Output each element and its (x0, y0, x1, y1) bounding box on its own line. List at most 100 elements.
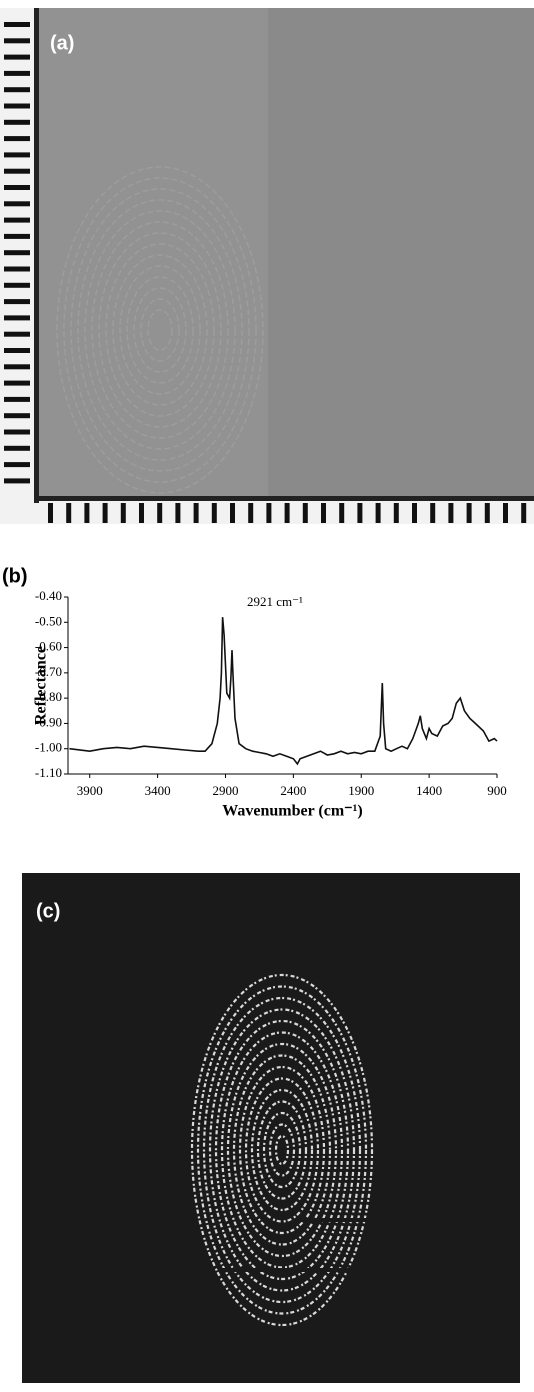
photo-dark (22, 873, 520, 1383)
ruler-tick (175, 503, 181, 523)
ridge (202, 996, 362, 1304)
ruler-tick (484, 503, 490, 523)
ruler-tick (4, 54, 30, 60)
ruler-tick (4, 152, 30, 158)
ruler-tick (193, 503, 199, 523)
ruler-tick (4, 233, 30, 239)
crease (300, 1218, 380, 1222)
ridge (98, 232, 222, 428)
ruler-tick (4, 136, 30, 142)
ruler-tick (4, 348, 30, 353)
ruler-tick (4, 429, 30, 435)
fingerprint (190, 973, 380, 1327)
ruler-tick (4, 185, 30, 190)
y-tick-label: -0.90 (35, 714, 62, 729)
ruler-tick (66, 503, 72, 523)
ridge (133, 287, 187, 373)
ridge (232, 1054, 332, 1246)
ridge (226, 1042, 338, 1258)
ridge (147, 309, 173, 351)
ruler-tick (4, 462, 30, 468)
ridge (214, 1019, 350, 1281)
ruler-tick (503, 503, 508, 523)
ruler-tick (4, 87, 30, 93)
y-tick-label: -0.80 (35, 689, 62, 704)
ruler-tick (430, 503, 436, 523)
ruler-tick (284, 503, 290, 523)
ruler-tick (4, 380, 30, 386)
ridge (105, 243, 215, 417)
x-tick-label: 2900 (212, 783, 238, 798)
ruler-tick (4, 217, 30, 223)
ruler-tick (4, 168, 30, 174)
ruler-tick (4, 413, 30, 419)
ruler-tick (4, 266, 30, 272)
ruler-tick (211, 503, 217, 523)
ruler-tick (357, 503, 363, 523)
ruler-tick (4, 70, 30, 76)
ridge (140, 298, 180, 362)
ruler-tick (4, 282, 30, 288)
ruler-tick (4, 22, 30, 27)
faint-print (56, 166, 264, 494)
ruler-tick (393, 503, 399, 523)
ruler-tick (321, 503, 326, 523)
panel-label: (a) (50, 32, 74, 54)
y-tick-label: -0.50 (35, 613, 62, 628)
ruler-tick (4, 250, 30, 256)
ruler-tick (466, 503, 472, 523)
ridge (91, 221, 229, 439)
ruler-tick (412, 503, 417, 523)
ridge (196, 985, 368, 1315)
ridge (56, 166, 264, 494)
ruler-tick (139, 503, 144, 523)
ridge (77, 199, 243, 461)
y-tick-label: -1.10 (35, 765, 62, 780)
ridge (268, 1123, 296, 1177)
y-tick-label: -0.70 (35, 664, 62, 679)
x-tick-label: 1400 (416, 783, 442, 798)
ruler-tick (157, 503, 163, 523)
x-tick-label: 3900 (77, 783, 103, 798)
x-axis-label: Wavenumber (cm⁻¹) (222, 803, 362, 820)
ruler-tick (448, 503, 454, 523)
ridge (70, 188, 250, 472)
annotation: 2921 cm⁻¹ (247, 594, 303, 609)
ruler-tick (102, 503, 108, 523)
x-tick-label: 900 (487, 783, 507, 798)
panel-label: (c) (36, 900, 60, 922)
ridge (126, 276, 194, 384)
ruler-tick (302, 503, 308, 523)
rulers (4, 22, 527, 523)
ruler-tick (4, 201, 30, 207)
ruler-tick (4, 103, 30, 109)
ridge (190, 973, 374, 1327)
ridge (256, 1100, 308, 1200)
ridge (274, 1134, 290, 1166)
spectrum-line (69, 617, 498, 766)
ruler-tick (120, 503, 126, 523)
ruler-tick (4, 364, 30, 370)
ridge (238, 1065, 326, 1235)
crease (220, 1268, 360, 1272)
ridge (84, 210, 236, 450)
ridge (220, 1031, 344, 1269)
x-tick-label: 2400 (280, 783, 306, 798)
panel-label: (b) (2, 565, 28, 587)
ruler-tick (248, 503, 254, 523)
y-tick-label: -0.40 (35, 588, 62, 603)
ridge (63, 177, 257, 483)
ruler-tick (4, 299, 30, 305)
ruler-tick (4, 396, 30, 402)
ruler-tick (4, 331, 30, 337)
ruler-tick (48, 503, 53, 523)
ruler-tick (4, 478, 30, 484)
y-tick-label: -1.00 (35, 740, 62, 755)
ruler-edge (34, 8, 39, 503)
ruler-tick (521, 503, 527, 523)
ridge (119, 265, 201, 395)
y-axis-label: Reflectance (33, 646, 50, 725)
ruler-tick (230, 503, 235, 523)
ridge (112, 254, 208, 406)
